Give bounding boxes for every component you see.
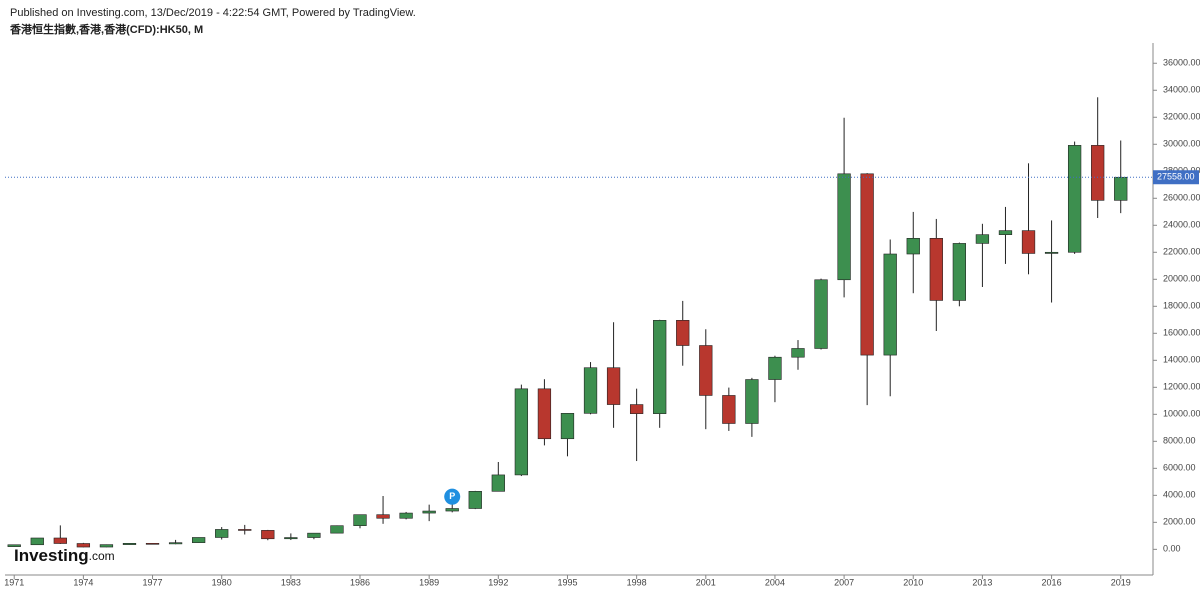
y-tick-label: 10000.00	[1163, 409, 1200, 419]
y-tick-label: 34000.00	[1163, 85, 1200, 95]
x-tick-label: 1983	[281, 577, 301, 587]
y-tick-label: 12000.00	[1163, 382, 1200, 392]
candle-body	[514, 388, 529, 476]
candle-body	[122, 543, 137, 545]
candle-body	[952, 243, 967, 301]
y-tick-label: 16000.00	[1163, 328, 1200, 338]
candle-body	[791, 348, 805, 358]
candle-body	[906, 238, 920, 255]
x-tick-label: 1986	[350, 577, 370, 587]
candle-body	[837, 173, 851, 281]
price-label: 27558.00	[1157, 172, 1195, 182]
x-tick-label: 1980	[212, 577, 232, 587]
candle-body	[376, 514, 390, 519]
candle-body	[307, 532, 321, 538]
candle-body	[99, 544, 114, 548]
candle-body	[191, 537, 206, 543]
x-tick-label: 2013	[972, 577, 992, 587]
candle-body	[699, 345, 713, 396]
candle-body	[537, 388, 552, 440]
candle-body	[491, 474, 505, 492]
x-tick-label: 2019	[1111, 577, 1131, 587]
x-tick-label: 2016	[1042, 577, 1062, 587]
candle-body	[676, 320, 690, 346]
candle-body	[1091, 145, 1105, 201]
y-tick-label: 4000.00	[1163, 490, 1196, 500]
published-note: Published on Investing.com, 13/Dec/2019 …	[10, 7, 416, 19]
candle-body	[560, 413, 575, 440]
candle-body	[468, 491, 482, 509]
x-tick-label: 1971	[4, 577, 24, 587]
y-tick-label: 6000.00	[1163, 463, 1196, 473]
candle-body	[1044, 251, 1059, 254]
candle-body	[30, 537, 44, 546]
x-tick-label: 1989	[419, 577, 439, 587]
y-tick-label: 30000.00	[1163, 139, 1200, 149]
x-tick-label: 2010	[903, 577, 923, 587]
candle-body	[353, 514, 367, 526]
x-tick-label: 1977	[143, 577, 163, 587]
y-tick-label: 18000.00	[1163, 301, 1200, 311]
y-tick-label: 24000.00	[1163, 220, 1200, 230]
candle-body	[606, 367, 621, 405]
marker	[444, 488, 461, 505]
candle-body	[745, 379, 759, 424]
price-label-box	[1153, 170, 1199, 185]
candle-body	[168, 542, 183, 545]
candle-body	[1067, 145, 1082, 253]
candle-body	[929, 238, 943, 301]
candle-body	[399, 512, 413, 519]
x-tick-label: 1995	[557, 577, 577, 587]
x-tick-label: 2004	[765, 577, 785, 587]
logo: Investing.com	[14, 546, 115, 565]
marker-label: P	[449, 491, 455, 501]
candle-body	[284, 537, 298, 540]
y-tick-label: 26000.00	[1163, 193, 1200, 203]
candle-body	[76, 543, 91, 548]
candle-body	[7, 544, 21, 547]
x-tick-label: 1992	[488, 577, 508, 587]
x-tick-label: 1998	[627, 577, 647, 587]
y-tick-label: 2000.00	[1163, 517, 1196, 527]
candle-body	[583, 367, 598, 414]
symbol-title: 香港恒生指數,香港,香港(CFD):HK50, M	[9, 22, 203, 36]
candle-body	[1021, 230, 1036, 254]
candle-body	[215, 529, 229, 538]
y-tick-label: 36000.00	[1163, 58, 1200, 68]
y-tick-label: 22000.00	[1163, 247, 1200, 257]
candle-body	[722, 395, 736, 424]
candle-body	[238, 529, 252, 531]
logo-brand: Investing	[14, 546, 89, 565]
candle-body	[330, 525, 344, 534]
candle-body	[422, 510, 436, 514]
x-tick-label: 2007	[834, 577, 854, 587]
y-tick-label: 20000.00	[1163, 274, 1200, 284]
candle-body	[768, 356, 782, 380]
logo-suffix: .com	[89, 549, 115, 563]
candle-body	[883, 253, 897, 356]
y-tick-label: 8000.00	[1163, 436, 1196, 446]
candle-body	[653, 320, 667, 414]
candle-body	[1114, 176, 1128, 201]
y-tick-label: 14000.00	[1163, 355, 1200, 365]
candle-body	[445, 508, 459, 512]
candle-body	[814, 279, 828, 349]
candle-body	[53, 537, 67, 544]
y-tick-label: 32000.00	[1163, 112, 1200, 122]
candle-body	[629, 404, 644, 414]
candle-body	[998, 230, 1013, 235]
candle-body	[145, 543, 160, 545]
x-tick-label: 1974	[73, 577, 93, 587]
candle-body	[860, 173, 874, 356]
candle-body	[975, 234, 990, 244]
x-tick-label: 2001	[696, 577, 716, 587]
candle-body	[261, 530, 275, 540]
y-tick-label: 0.00	[1163, 544, 1181, 554]
